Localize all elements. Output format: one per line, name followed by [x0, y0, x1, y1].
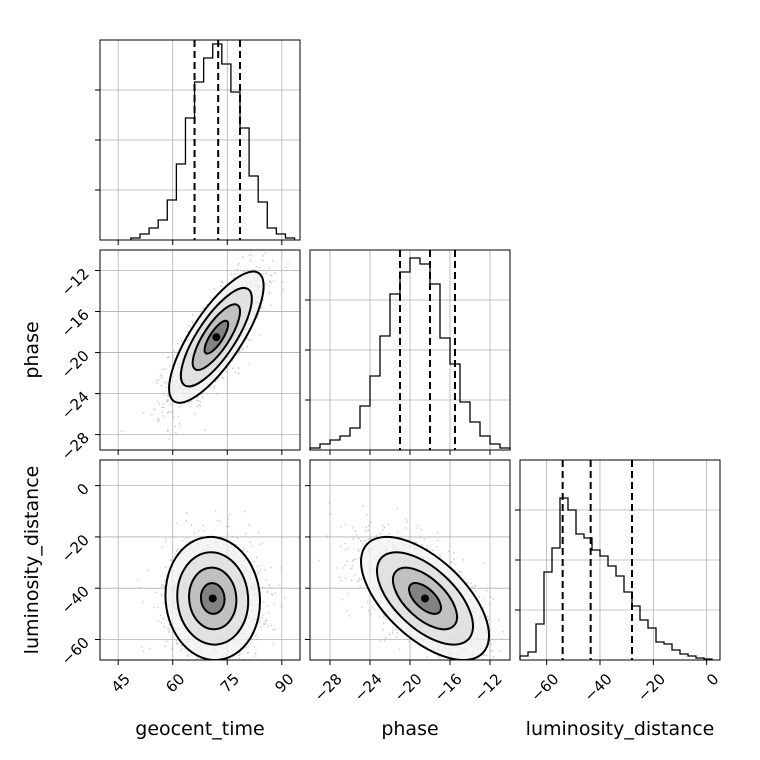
hist-luminosity-distance-xtick-label-1: −40 [581, 670, 616, 705]
x-axis-label-phase: phase [381, 718, 438, 740]
panel-geocent-time-vs-luminosity-distance-xtick-label-3: 90 [271, 670, 297, 696]
panel-geocent-time-vs-phase: −28 −24 −20 −16 −12 [58, 249, 301, 464]
panel-geocent-time-vs-luminosity-distance-xtick-label-2: 75 [217, 670, 243, 696]
panel-geocent-time-vs-luminosity-distance-ytick-label-0: −60 [58, 634, 93, 669]
hist-geocent-time-frame [99, 39, 301, 241]
panel-phase-vs-luminosity-distance-peak-marker [421, 594, 429, 603]
panel-geocent-time-vs-luminosity-distance-xtick-label-1: 60 [162, 670, 188, 696]
panel-geocent-time-vs-luminosity-distance-frame [99, 459, 301, 661]
hist-luminosity-distance-step-line [519, 497, 713, 660]
panel-phase-vs-luminosity-distance-xtick-label-0: −28 [311, 670, 346, 705]
panel-geocent-time-vs-luminosity-distance-plot-area [136, 510, 300, 660]
panel-geocent-time-vs-luminosity-distance-ytick-label-2: −20 [58, 531, 93, 566]
hist-phase-frame [309, 249, 511, 451]
panel-phase-vs-luminosity-distance: −28 −24 −20 −16 −12 [305, 459, 511, 705]
x-axis-label-geocent-time: geocent_time [135, 718, 264, 740]
x-axis-label-luminosity-distance: luminosity_distance [526, 718, 715, 740]
panel-geocent-time-vs-phase-peak-marker [212, 333, 221, 342]
panel-geocent-time-vs-luminosity-distance-ytick-label-1: −40 [58, 582, 93, 617]
y-axis-label-luminosity-distance: luminosity_distance [21, 466, 43, 655]
hist-geocent-time-step-line [130, 43, 296, 240]
hist-geocent-time [95, 39, 301, 245]
panel-geocent-time-vs-luminosity-distance: 45 60 75 90 −60 −40 −20 0 [58, 459, 301, 696]
panel-phase-vs-luminosity-distance-frame [309, 459, 511, 661]
panel-phase-vs-luminosity-distance-xtick-label-1: −24 [351, 670, 386, 705]
panel-phase-vs-luminosity-distance-xtick-label-4: −12 [471, 670, 506, 705]
y-axis-label-phase: phase [21, 321, 43, 378]
hist-phase-step-line [309, 257, 511, 450]
hist-luminosity-distance-xtick-label-0: −60 [527, 670, 562, 705]
hist-luminosity-distance: −60 −40 −20 0 [515, 459, 722, 705]
panel-geocent-time-vs-luminosity-distance-peak-marker [208, 594, 217, 603]
panel-geocent-time-vs-phase-ytick-label-1: −24 [58, 388, 93, 423]
panel-phase-vs-luminosity-distance-plot-area [310, 502, 510, 660]
hist-luminosity-distance-xtick-label-3: 0 [703, 670, 722, 689]
panel-geocent-time-vs-phase-frame [99, 249, 301, 451]
panel-geocent-time-vs-phase-ytick-label-3: −16 [58, 306, 93, 341]
panel-geocent-time-vs-phase-ytick-label-0: −28 [58, 429, 93, 464]
panel-geocent-time-vs-phase-ytick-label-4: −12 [58, 265, 93, 300]
panel-phase-vs-luminosity-distance-xtick-label-3: −16 [431, 670, 466, 705]
hist-luminosity-distance-xtick-label-2: −20 [634, 670, 669, 705]
hist-luminosity-distance-frame [519, 459, 721, 661]
hist-phase [305, 249, 511, 455]
panel-geocent-time-vs-luminosity-distance-xtick-label-0: 45 [108, 670, 134, 696]
panel-geocent-time-vs-phase-plot-area [120, 252, 289, 440]
panel-geocent-time-vs-phase-ytick-label-2: −20 [58, 347, 93, 382]
panel-geocent-time-vs-luminosity-distance-ytick-label-3: 0 [73, 480, 92, 499]
panel-phase-vs-luminosity-distance-xtick-label-2: −20 [391, 670, 426, 705]
